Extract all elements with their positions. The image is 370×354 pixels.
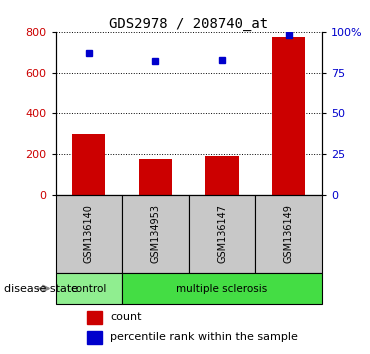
Bar [272, 37, 305, 195]
Text: percentile rank within the sample: percentile rank within the sample [110, 332, 298, 342]
Bar [122, 195, 189, 273]
Bar [56, 273, 122, 304]
Bar [87, 331, 102, 343]
Title: GDS2978 / 208740_at: GDS2978 / 208740_at [109, 17, 268, 31]
Text: GSM134953: GSM134953 [150, 204, 161, 263]
Bar [122, 273, 322, 304]
Text: disease state: disease state [4, 284, 78, 293]
Bar [72, 133, 105, 195]
Bar [56, 195, 122, 273]
Text: multiple sclerosis: multiple sclerosis [176, 284, 268, 293]
Text: GSM136149: GSM136149 [283, 204, 294, 263]
Bar [139, 159, 172, 195]
Bar [87, 311, 102, 324]
Bar [189, 195, 255, 273]
Text: control: control [71, 284, 107, 293]
Text: GSM136140: GSM136140 [84, 204, 94, 263]
Bar [205, 156, 239, 195]
Bar [255, 195, 322, 273]
Text: GSM136147: GSM136147 [217, 204, 227, 263]
Text: count: count [110, 312, 142, 322]
